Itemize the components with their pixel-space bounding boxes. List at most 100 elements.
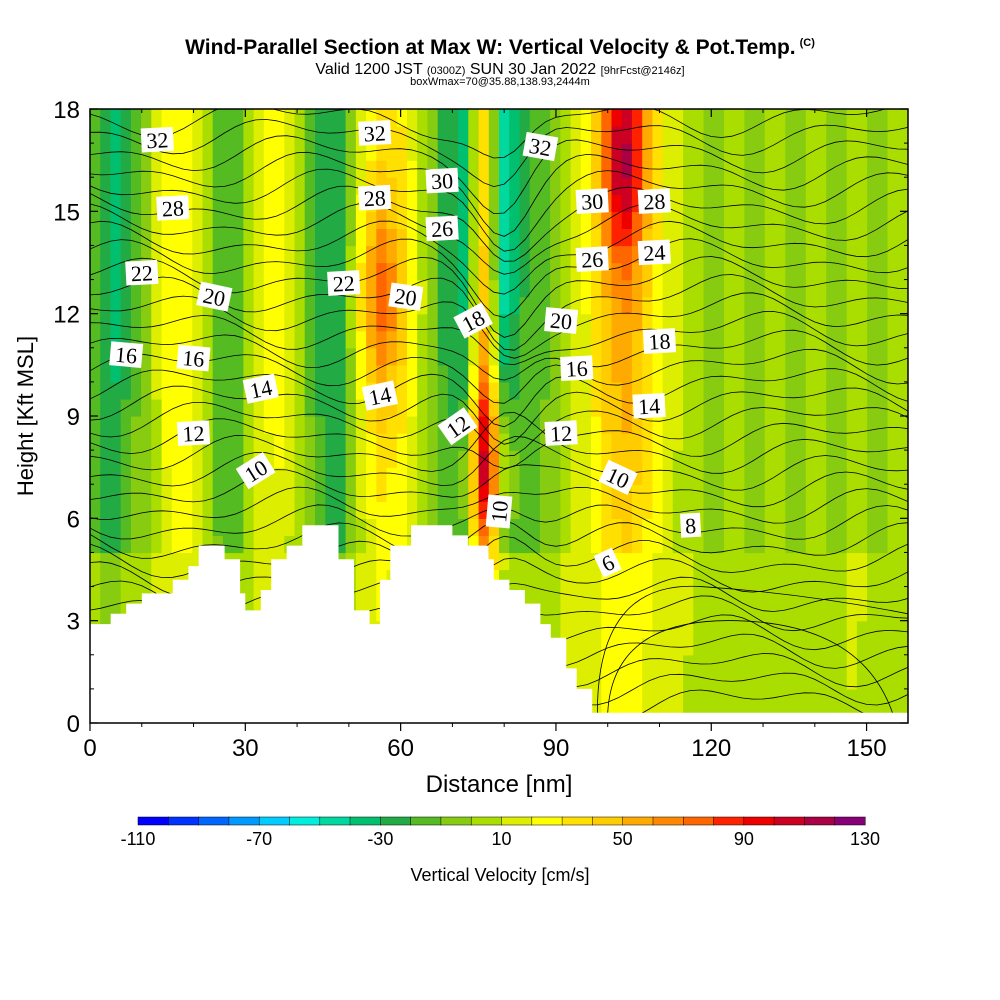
colorbar-swatch — [349, 816, 381, 826]
velocity-cell — [683, 467, 694, 485]
velocity-cell — [212, 228, 224, 247]
velocity-cell — [897, 109, 908, 127]
y-tick-label: 18 — [53, 97, 80, 124]
velocity-cell — [325, 194, 336, 212]
velocity-cell — [601, 416, 613, 434]
velocity-cell — [805, 211, 817, 229]
velocity-cell — [856, 398, 868, 417]
velocity-cell — [90, 501, 101, 519]
velocity-cell — [683, 194, 694, 212]
velocity-cell — [652, 296, 664, 315]
velocity-cell — [785, 654, 797, 673]
velocity-cell — [816, 109, 827, 127]
velocity-cell — [274, 450, 285, 468]
velocity-cell — [652, 501, 664, 519]
velocity-cell — [130, 109, 142, 127]
velocity-cell — [856, 501, 868, 519]
velocity-cell — [795, 160, 807, 178]
velocity-cell — [724, 364, 735, 383]
velocity-cell — [253, 330, 265, 349]
velocity-cell — [897, 450, 908, 468]
theta-contour — [90, 168, 908, 252]
velocity-cell — [754, 347, 766, 366]
velocity-cell — [560, 262, 572, 281]
velocity-cell — [222, 330, 234, 349]
velocity-cell — [795, 586, 807, 605]
velocity-cell — [764, 109, 776, 127]
velocity-cell — [100, 160, 111, 178]
velocity-cell — [212, 433, 224, 451]
velocity-cell — [284, 143, 296, 161]
velocity-cell — [182, 381, 193, 400]
velocity-cell — [867, 416, 878, 434]
velocity-cell — [764, 364, 776, 383]
velocity-cell — [631, 126, 643, 144]
velocity-cell — [826, 467, 837, 485]
velocity-cell — [846, 296, 858, 315]
velocity-cell — [386, 450, 398, 468]
velocity-cell — [263, 484, 275, 502]
velocity-cell — [417, 416, 428, 434]
velocity-cell — [325, 143, 336, 161]
velocity-cell — [724, 381, 735, 400]
velocity-cell — [805, 262, 817, 281]
velocity-cell — [192, 535, 204, 554]
velocity-cell — [192, 245, 204, 264]
velocity-cell — [294, 126, 306, 144]
velocity-cell — [846, 245, 858, 264]
velocity-cell — [345, 416, 357, 434]
velocity-cell — [672, 143, 684, 161]
velocity-cell — [417, 467, 428, 485]
theta-contour — [607, 620, 893, 713]
velocity-cell — [345, 484, 357, 502]
velocity-cell — [509, 143, 520, 161]
velocity-cell — [386, 126, 398, 144]
velocity-cell — [713, 347, 725, 366]
velocity-cell — [611, 416, 623, 434]
velocity-cell — [611, 177, 623, 195]
velocity-cell — [724, 433, 735, 451]
contour-label: 12 — [544, 420, 578, 447]
velocity-cell — [662, 347, 674, 366]
velocity-cell — [499, 228, 510, 247]
velocity-cell — [171, 347, 183, 366]
velocity-cell — [499, 160, 510, 178]
velocity-cell — [601, 347, 613, 366]
velocity-cell — [151, 109, 163, 127]
velocity-cell — [284, 126, 296, 144]
velocity-cell — [171, 211, 183, 229]
velocity-cell — [233, 398, 244, 417]
velocity-cell — [376, 467, 388, 485]
velocity-cell — [120, 501, 132, 519]
velocity-cell — [805, 501, 817, 519]
velocity-cell — [897, 296, 908, 315]
velocity-cell — [212, 330, 224, 349]
velocity-cell — [836, 279, 848, 298]
contour-label-text: 8 — [684, 513, 696, 539]
velocity-cell — [826, 313, 837, 332]
colorbar-swatch — [168, 816, 200, 826]
velocity-cell — [703, 416, 715, 434]
velocity-cell — [345, 364, 357, 383]
velocity-cell — [867, 177, 878, 195]
velocity-cell — [447, 245, 459, 264]
velocity-cell — [683, 552, 694, 571]
velocity-cell — [703, 398, 715, 417]
velocity-cell — [233, 467, 244, 485]
velocity-cell — [468, 296, 480, 315]
velocity-cell — [652, 228, 664, 247]
velocity-cell — [396, 535, 408, 554]
velocity-cell — [141, 330, 152, 349]
velocity-cell — [458, 228, 469, 247]
velocity-cell — [345, 450, 357, 468]
velocity-cell — [447, 347, 459, 366]
velocity-cell — [775, 535, 786, 554]
velocity-cell — [376, 501, 388, 519]
velocity-cell — [642, 433, 653, 451]
velocity-cell — [100, 313, 111, 332]
velocity-cell — [376, 245, 388, 264]
velocity-cell — [570, 143, 582, 161]
velocity-cell — [161, 569, 173, 588]
velocity-cell — [212, 143, 224, 161]
velocity-cell — [775, 654, 786, 673]
